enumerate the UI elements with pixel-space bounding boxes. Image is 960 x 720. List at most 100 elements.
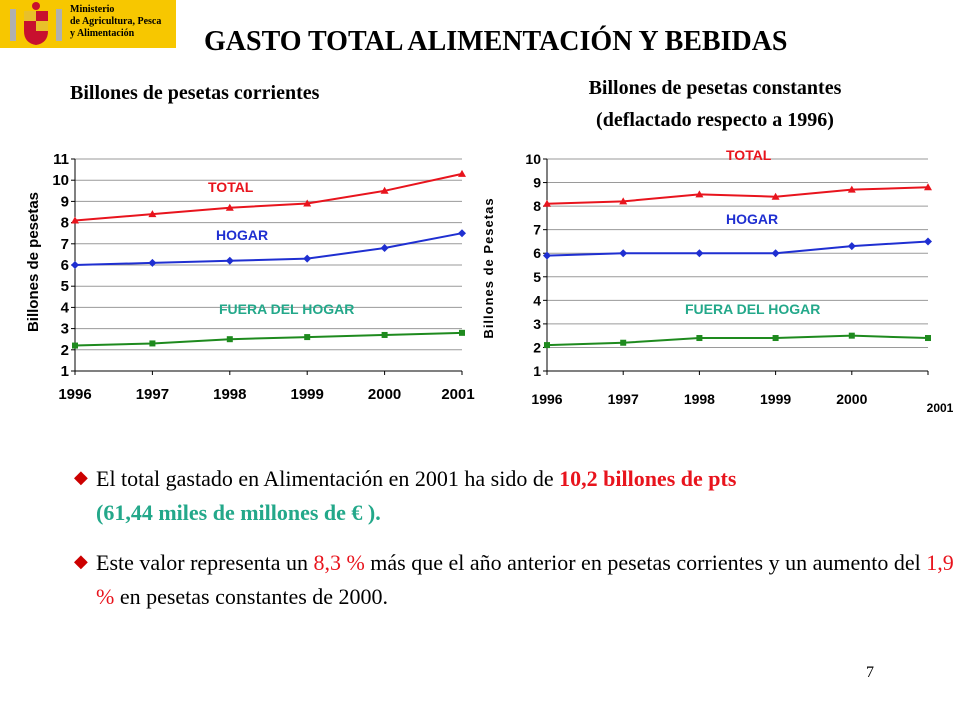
highlight-total-euros: (61,44 miles de millones de € ).	[96, 500, 381, 525]
y-tick-label: 11	[53, 151, 69, 168]
series-line	[546, 334, 929, 347]
series-line	[546, 186, 929, 205]
data-point-hogar	[380, 244, 389, 253]
data-point-fuera	[226, 336, 233, 343]
x-tick-label: 2000	[368, 386, 401, 403]
y-tick-label: 9	[61, 193, 69, 210]
data-point-fuera	[544, 342, 550, 349]
data-point-fuera	[459, 329, 465, 336]
data-point-total	[303, 199, 312, 207]
x-tick-label: 1997	[136, 386, 169, 403]
ministry-name: Ministerio de Agricultura, Pesca y Alime…	[70, 4, 161, 40]
data-point-hogar	[619, 249, 628, 258]
y-tick-label: 8	[61, 215, 69, 232]
diamond-bullet-icon: ◆	[74, 467, 88, 487]
page-number: 7	[866, 664, 874, 681]
data-point-fuera	[381, 331, 388, 338]
data-point-total	[380, 186, 389, 194]
bullet-total-spend: ◆ El total gastado en Alimentación en 20…	[74, 462, 954, 530]
series-label: HOGAR	[216, 227, 268, 243]
y-tick-label: 1	[61, 363, 69, 380]
data-point-hogar	[458, 229, 466, 238]
series-label: FUERA DEL HOGAR	[685, 301, 820, 317]
ministry-line: Ministerio	[70, 4, 115, 15]
data-point-hogar	[695, 249, 704, 258]
x-tick-label: 2000	[836, 391, 867, 407]
data-point-hogar	[225, 256, 234, 265]
series-line	[74, 232, 463, 266]
data-point-total	[225, 203, 234, 211]
data-point-fuera	[72, 342, 78, 349]
series-label: TOTAL	[726, 147, 772, 163]
chart-right-subtitle-line2: (deflactado respecto a 1996)	[596, 109, 834, 131]
y-tick-label: 1	[533, 363, 541, 379]
chart-right-subtitle-line1: Billones de pesetas constantes	[588, 77, 842, 99]
bullet-text: Este valor representa un	[96, 550, 314, 575]
data-point-total	[619, 197, 628, 205]
bullet-growth: ◆ Este valor representa un 8,3 % más que…	[74, 546, 954, 614]
bullet-text: más que el año anterior en pesetas corri…	[364, 550, 927, 575]
data-point-fuera	[149, 340, 156, 347]
data-point-total	[71, 216, 79, 224]
y-tick-label: 2	[61, 342, 69, 359]
data-point-fuera	[848, 332, 855, 339]
x-tick-label: 1998	[213, 386, 246, 403]
data-point-total	[847, 185, 856, 193]
x-tick-label: 1998	[684, 391, 715, 407]
bullet-list: ◆ El total gastado en Alimentación en 20…	[74, 462, 954, 630]
y-tick-label: 2	[533, 339, 541, 355]
data-point-hogar	[847, 242, 856, 251]
x-tick-label: 2001	[441, 386, 474, 403]
y-tick-label: 6	[61, 257, 69, 274]
data-point-fuera	[696, 335, 703, 342]
highlight-growth-current: 8,3 %	[313, 550, 365, 575]
data-point-total	[924, 183, 932, 191]
data-point-hogar	[71, 261, 79, 269]
x-tick-label: 1999	[291, 386, 324, 403]
highlight-growth-constant: 1,9 %	[96, 550, 954, 609]
x-tick-label: 2001	[927, 401, 954, 415]
chart-left-subtitle: Billones de pesetas corrientes	[70, 82, 320, 104]
chart-constantes: 1 2 3 4 5 6 7 8 9 10 1996 1997 1998 1999 2000 2001 Billo…	[481, 147, 954, 415]
chart-right-subtitle: Billones de pesetas constantes (deflacta…	[530, 72, 900, 136]
data-point-total	[695, 190, 704, 198]
data-point-total	[543, 199, 551, 207]
data-point-total	[771, 192, 780, 200]
x-tick-label: 1997	[608, 391, 639, 407]
x-tick-label: 1999	[760, 391, 791, 407]
x-tick-label: 1996	[531, 391, 562, 407]
ministry-logo-box: Ministerio de Agricultura, Pesca y Alime…	[0, 0, 176, 48]
data-point-fuera	[772, 335, 779, 342]
data-point-fuera	[620, 339, 627, 346]
y-tick-label: 5	[61, 278, 69, 295]
coat-of-arms-icon	[10, 2, 62, 45]
series-label: HOGAR	[726, 211, 778, 227]
y-tick-label: 10	[52, 172, 69, 189]
slide-title: GASTO TOTAL ALIMENTACIÓN Y BEBIDAS	[204, 26, 788, 57]
y-tick-label: 9	[533, 175, 541, 191]
y-tick-label: 7	[61, 236, 69, 253]
ministry-line: de Agricultura, Pesca	[70, 16, 162, 27]
diamond-bullet-icon: ◆	[74, 551, 88, 571]
series-label: TOTAL	[208, 179, 254, 195]
data-point-fuera	[304, 334, 311, 341]
series-label: FUERA DEL HOGAR	[219, 301, 354, 317]
y-tick-label: 7	[533, 222, 541, 238]
charts-canvas: 1 2 3 4 5 6 7 8 9 10 11 1996 1997 1998 1999 2000 2001 Bil…	[25, 147, 954, 415]
data-point-fuera	[925, 335, 931, 342]
data-point-hogar	[543, 251, 551, 260]
y-axis-label: Billones de Pesetas	[481, 197, 496, 338]
data-point-hogar	[771, 249, 780, 258]
highlight-total-pts: 10,2 billones de pts	[559, 466, 737, 491]
series-line	[546, 240, 929, 257]
data-point-total	[148, 210, 157, 218]
y-tick-label: 4	[533, 292, 541, 308]
series-line	[74, 331, 463, 347]
y-tick-label: 4	[61, 299, 70, 316]
series-line	[74, 172, 463, 222]
chart-corrientes: 1 2 3 4 5 6 7 8 9 10 11 1996 1997 1998 1999 2000 2001 Bil…	[25, 151, 475, 403]
data-point-hogar	[303, 254, 312, 263]
data-point-hogar	[924, 237, 932, 246]
ministry-line: y Alimentación	[70, 28, 135, 39]
y-tick-label: 3	[533, 316, 541, 332]
